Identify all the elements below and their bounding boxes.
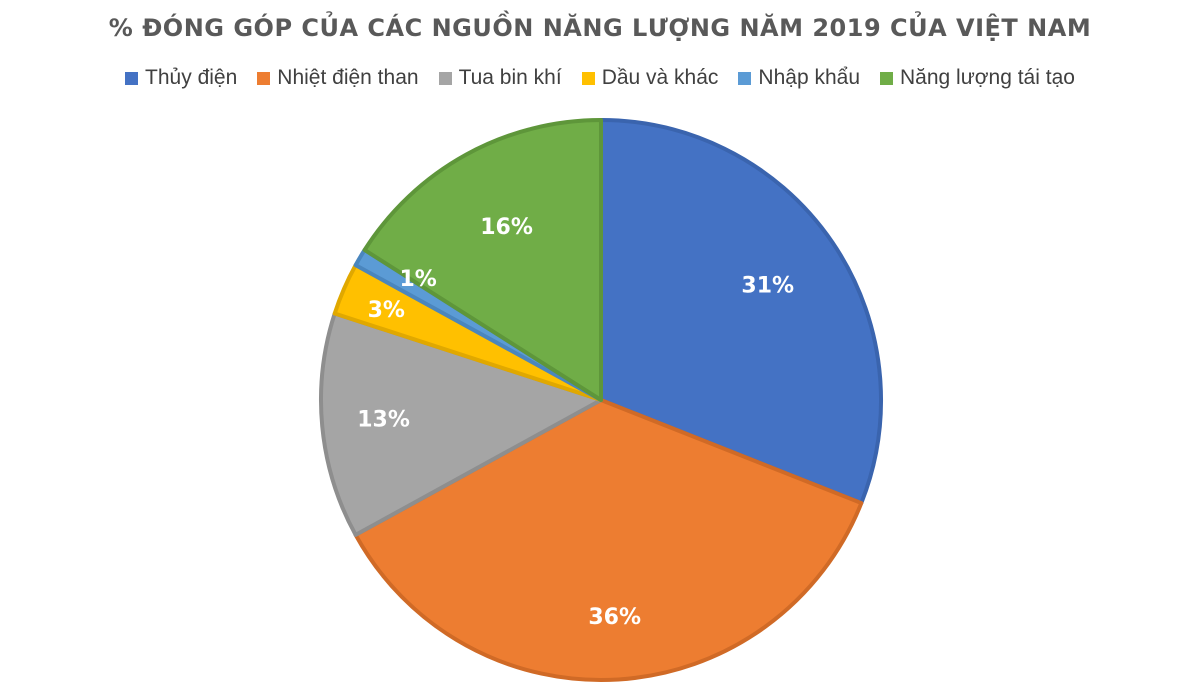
legend-item-nang-luong-tai-tao: Năng lượng tái tạo bbox=[880, 66, 1075, 90]
chart-title: % ĐÓNG GÓP CỦA CÁC NGUỒN NĂNG LƯỢNG NĂM … bbox=[108, 14, 1092, 42]
legend-swatch bbox=[125, 71, 139, 85]
legend-swatch bbox=[581, 71, 595, 85]
data-label-dau-va-khac: 3% bbox=[368, 298, 405, 323]
legend-swatch bbox=[880, 71, 893, 85]
legend-swatch bbox=[738, 71, 752, 85]
legend-label: Nhập khẩu bbox=[758, 66, 860, 89]
pie-slice-thuy-dien bbox=[599, 118, 883, 506]
legend-swatch bbox=[257, 71, 271, 85]
data-label-tua-bin-khi: 13% bbox=[357, 408, 410, 433]
pie-slice-tua-bin-khi bbox=[319, 311, 603, 537]
legend-label: Dầu và khác bbox=[601, 66, 719, 89]
data-label-nhap-khau: 1% bbox=[400, 267, 437, 292]
legend-label: Thủy điện bbox=[145, 66, 238, 89]
legend-label: Nhiệt điện than bbox=[277, 66, 419, 89]
legend-label: Tua bin khí bbox=[458, 66, 562, 89]
pie-slice-nhiet-dien-than bbox=[353, 398, 864, 682]
legend-item-tua-bin-khi: Tua bin khí bbox=[438, 66, 562, 90]
chart-legend: Thủy điện Nhiệt điện than Tua bin khí Dầ… bbox=[0, 66, 1200, 90]
legend-swatch bbox=[438, 71, 452, 85]
legend-item-thuy-dien: Thủy điện bbox=[125, 66, 237, 90]
legend-label: Năng lượng tái tạo bbox=[900, 66, 1075, 89]
legend-item-nhiet-dien-than: Nhiệt điện than bbox=[257, 66, 419, 90]
legend-item-dau-va-khac: Dầu và khác bbox=[581, 66, 719, 90]
data-label-thuy-dien: 31% bbox=[741, 274, 794, 299]
legend-item-nhap-khau: Nhập khẩu bbox=[738, 66, 860, 90]
data-label-nhiet-dien-than: 36% bbox=[588, 605, 641, 630]
data-label-nang-luong-tai-tao: 16% bbox=[480, 215, 533, 240]
pie-slice-nang-luong-tai-tao bbox=[362, 118, 603, 402]
